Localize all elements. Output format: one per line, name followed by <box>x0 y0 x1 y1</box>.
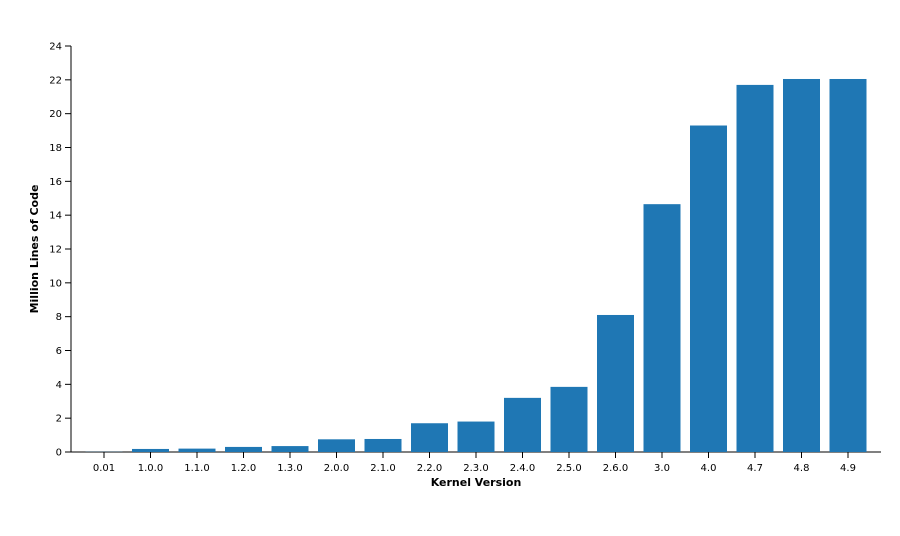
bar <box>411 423 448 452</box>
x-tick-label: 2.3.0 <box>463 463 488 474</box>
x-tick-label: 0.01 <box>93 463 115 474</box>
y-tick-label: 20 <box>49 109 62 120</box>
bar <box>225 446 262 452</box>
y-tick-label: 6 <box>56 346 62 357</box>
bar <box>736 84 774 453</box>
x-tick-label: 4.9 <box>840 463 856 474</box>
bar <box>318 439 355 452</box>
bar <box>271 446 309 452</box>
bar <box>643 204 681 452</box>
x-tick-label: 4.0 <box>701 463 717 474</box>
bar <box>364 438 402 452</box>
y-tick-label: 16 <box>49 177 62 188</box>
y-tick-label: 4 <box>56 380 62 391</box>
bar <box>504 397 541 452</box>
y-tick-label: 24 <box>49 42 62 53</box>
y-tick-label: 2 <box>56 414 62 425</box>
x-tick-label: 2.6.0 <box>603 463 628 474</box>
x-axis-title: Kernel Version <box>431 476 522 489</box>
bar <box>829 78 867 453</box>
y-axis-title: Million Lines of Code <box>28 185 41 314</box>
bar <box>457 421 495 452</box>
bar <box>783 78 820 453</box>
y-tick-label: 12 <box>49 245 62 256</box>
x-tick-label: 4.7 <box>747 463 763 474</box>
bar <box>178 448 216 452</box>
x-tick-label: 2.1.0 <box>370 463 395 474</box>
x-tick-label: 1.0.0 <box>138 463 163 474</box>
bar <box>132 448 169 452</box>
x-tick-label: 2.5.0 <box>556 463 581 474</box>
y-tick-label: 14 <box>49 211 62 222</box>
x-tick-label: 2.2.0 <box>417 463 442 474</box>
bar <box>550 386 588 452</box>
y-tick-label: 8 <box>56 312 62 323</box>
x-tick-label: 2.0.0 <box>324 463 349 474</box>
y-tick-label: 18 <box>49 143 62 154</box>
y-tick-label: 0 <box>56 448 62 459</box>
x-tick-label: 3.0 <box>654 463 670 474</box>
x-tick-label: 1.1.0 <box>184 463 209 474</box>
x-tick-label: 1.2.0 <box>231 463 256 474</box>
y-tick-label: 22 <box>49 75 62 86</box>
y-tick-label: 10 <box>49 278 62 289</box>
bar <box>597 314 634 452</box>
x-tick-label: 2.4.0 <box>510 463 535 474</box>
bar <box>690 125 727 452</box>
x-tick-label: 4.8 <box>794 463 810 474</box>
x-tick-label: 1.3.0 <box>277 463 302 474</box>
